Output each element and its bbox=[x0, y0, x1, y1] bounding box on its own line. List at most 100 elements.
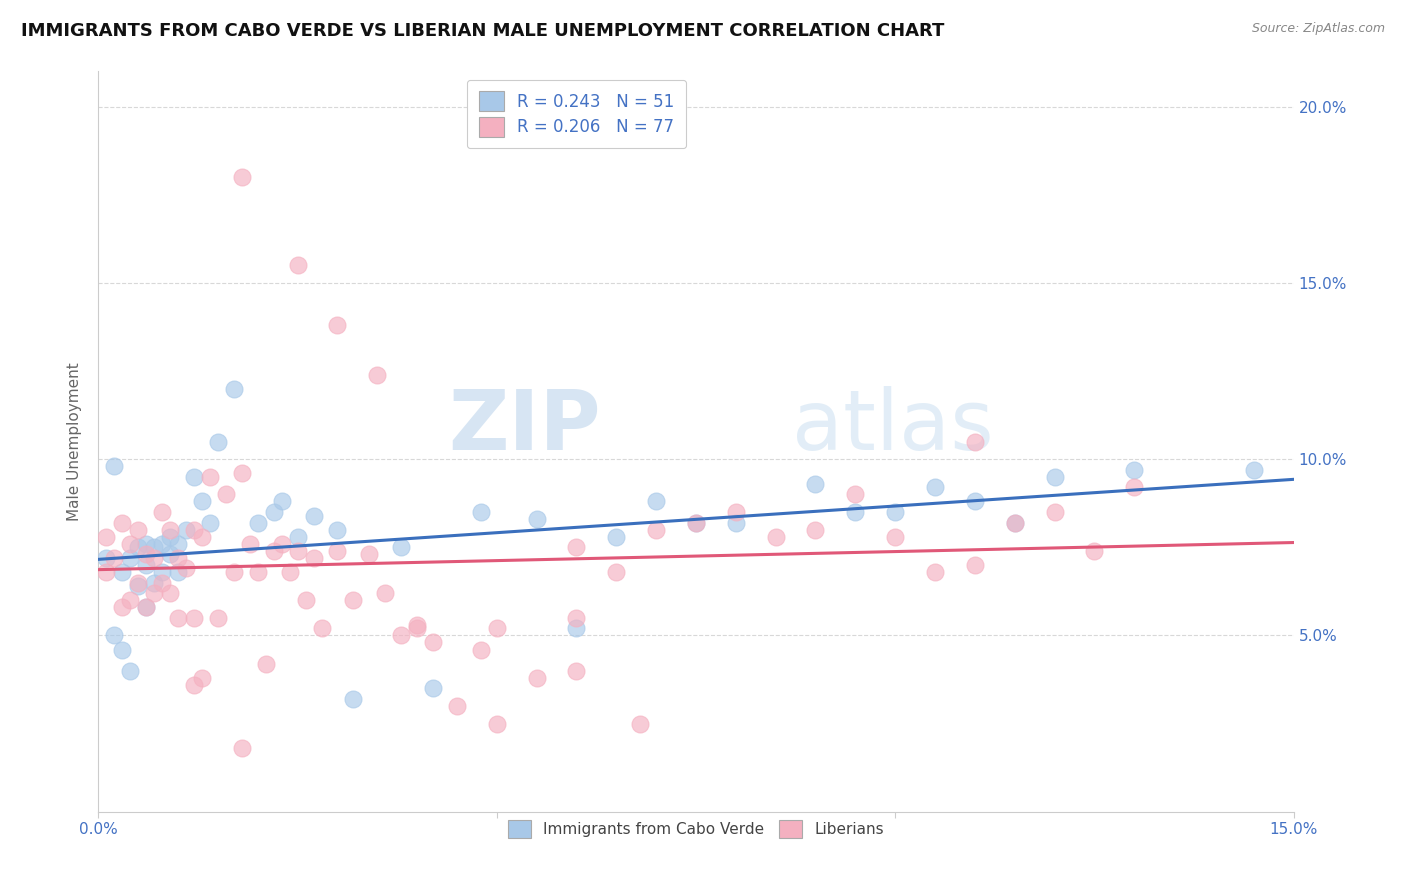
Point bbox=[485, 716, 508, 731]
Point bbox=[406, 618, 429, 632]
Point bbox=[120, 537, 142, 551]
Point bbox=[167, 611, 190, 625]
Point bbox=[724, 516, 747, 530]
Point bbox=[422, 681, 444, 696]
Point bbox=[342, 692, 364, 706]
Point bbox=[446, 698, 468, 713]
Point bbox=[389, 628, 412, 642]
Point bbox=[765, 530, 787, 544]
Point bbox=[231, 467, 253, 481]
Point bbox=[127, 579, 149, 593]
Point bbox=[207, 434, 229, 449]
Point bbox=[191, 494, 214, 508]
Point bbox=[359, 547, 381, 561]
Point bbox=[159, 530, 181, 544]
Point bbox=[150, 565, 173, 579]
Point bbox=[326, 318, 349, 333]
Point bbox=[565, 621, 588, 635]
Point bbox=[111, 642, 134, 657]
Point bbox=[278, 565, 301, 579]
Point bbox=[198, 470, 221, 484]
Point bbox=[215, 487, 238, 501]
Point bbox=[342, 593, 364, 607]
Point bbox=[963, 434, 986, 449]
Point bbox=[526, 512, 548, 526]
Point bbox=[1004, 516, 1026, 530]
Point bbox=[120, 550, 142, 565]
Point bbox=[526, 671, 548, 685]
Point bbox=[1043, 505, 1066, 519]
Point bbox=[135, 547, 157, 561]
Point bbox=[207, 611, 229, 625]
Point bbox=[685, 516, 707, 530]
Point bbox=[685, 516, 707, 530]
Point bbox=[96, 530, 118, 544]
Text: ZIP: ZIP bbox=[449, 386, 600, 467]
Point bbox=[135, 537, 157, 551]
Point bbox=[287, 544, 309, 558]
Point bbox=[159, 586, 181, 600]
Point bbox=[565, 664, 588, 678]
Point bbox=[143, 575, 166, 590]
Point bbox=[103, 550, 125, 565]
Point bbox=[120, 664, 142, 678]
Point bbox=[565, 611, 588, 625]
Point bbox=[246, 516, 269, 530]
Point bbox=[127, 575, 149, 590]
Point bbox=[183, 470, 205, 484]
Point bbox=[645, 523, 668, 537]
Point bbox=[628, 716, 651, 731]
Point bbox=[183, 523, 205, 537]
Point bbox=[135, 600, 157, 615]
Point bbox=[143, 550, 166, 565]
Point bbox=[143, 541, 166, 555]
Point bbox=[565, 541, 588, 555]
Point bbox=[150, 505, 173, 519]
Point bbox=[605, 530, 627, 544]
Point bbox=[254, 657, 277, 671]
Point bbox=[263, 544, 285, 558]
Point bbox=[270, 494, 292, 508]
Point bbox=[167, 537, 190, 551]
Point bbox=[470, 642, 492, 657]
Point bbox=[389, 541, 412, 555]
Text: IMMIGRANTS FROM CABO VERDE VS LIBERIAN MALE UNEMPLOYMENT CORRELATION CHART: IMMIGRANTS FROM CABO VERDE VS LIBERIAN M… bbox=[21, 22, 945, 40]
Point bbox=[605, 565, 627, 579]
Point bbox=[150, 575, 173, 590]
Point bbox=[150, 537, 173, 551]
Point bbox=[302, 508, 325, 523]
Point bbox=[287, 258, 309, 272]
Point bbox=[135, 600, 157, 615]
Point bbox=[120, 593, 142, 607]
Point bbox=[844, 487, 866, 501]
Point bbox=[1083, 544, 1105, 558]
Point bbox=[174, 523, 197, 537]
Point bbox=[191, 530, 214, 544]
Point bbox=[924, 480, 946, 494]
Point bbox=[183, 678, 205, 692]
Point bbox=[1004, 516, 1026, 530]
Point bbox=[127, 541, 149, 555]
Point bbox=[198, 516, 221, 530]
Point bbox=[239, 537, 262, 551]
Point bbox=[159, 523, 181, 537]
Point bbox=[963, 558, 986, 572]
Point bbox=[924, 565, 946, 579]
Y-axis label: Male Unemployment: Male Unemployment bbox=[67, 362, 83, 521]
Point bbox=[326, 523, 349, 537]
Point bbox=[183, 611, 205, 625]
Point bbox=[103, 628, 125, 642]
Point bbox=[804, 523, 827, 537]
Legend: Immigrants from Cabo Verde, Liberians: Immigrants from Cabo Verde, Liberians bbox=[498, 809, 894, 848]
Point bbox=[406, 621, 429, 635]
Point bbox=[96, 550, 118, 565]
Point bbox=[246, 565, 269, 579]
Point bbox=[159, 547, 181, 561]
Point bbox=[844, 505, 866, 519]
Point bbox=[135, 558, 157, 572]
Point bbox=[1043, 470, 1066, 484]
Point bbox=[231, 741, 253, 756]
Text: atlas: atlas bbox=[792, 386, 993, 467]
Point bbox=[127, 523, 149, 537]
Point bbox=[270, 537, 292, 551]
